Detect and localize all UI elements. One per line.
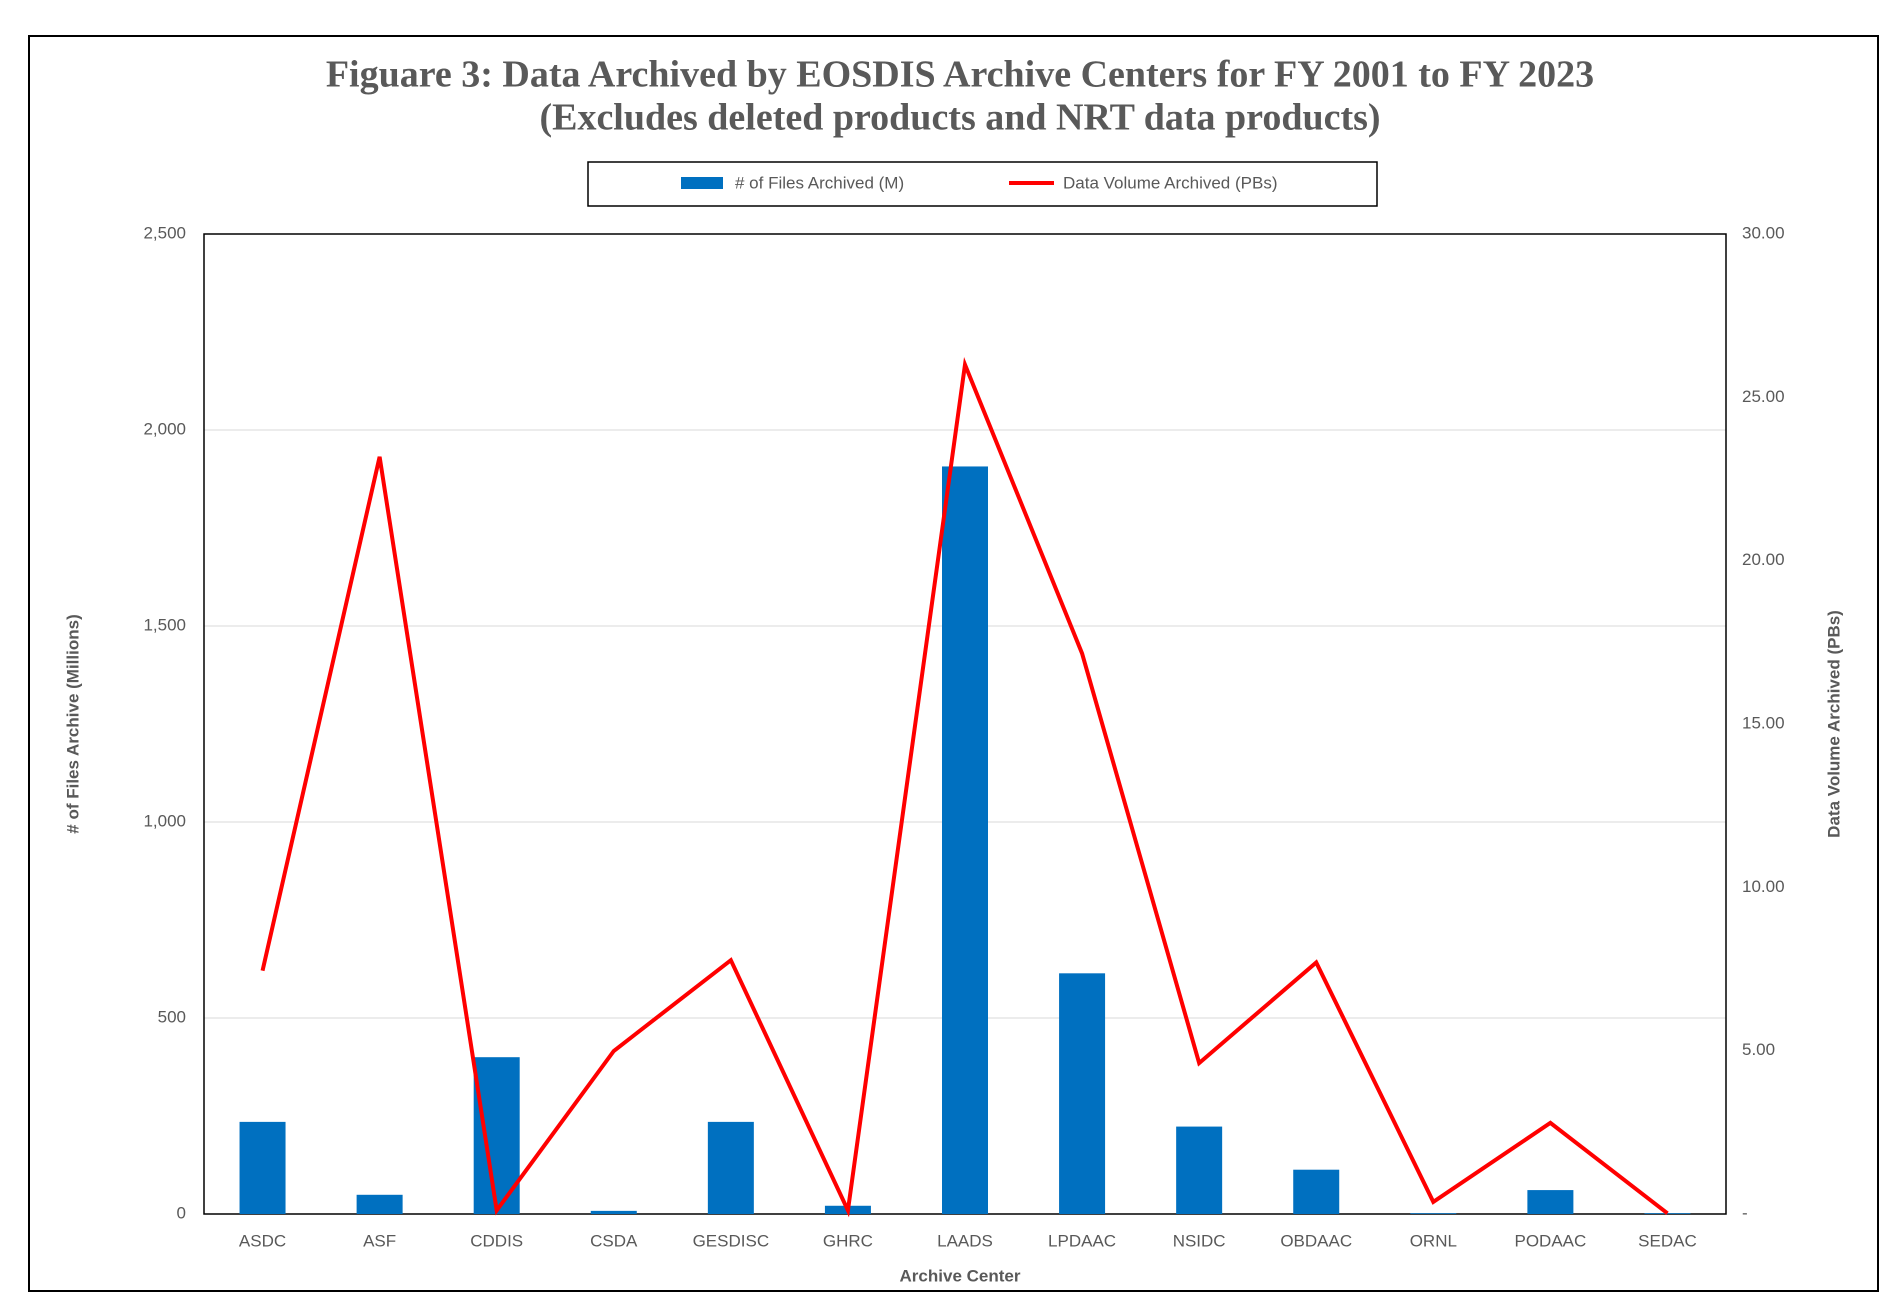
chart-title: Figuare 3: Data Archived by EOSDIS Archi… <box>326 54 1594 96</box>
y2-tick-label: 10.00 <box>1742 877 1785 896</box>
y-axis-title: # of Files Archive (Millions) <box>63 614 82 833</box>
y2-tick-label: - <box>1742 1203 1748 1222</box>
bar <box>356 1194 403 1214</box>
x-tick-label: SEDAC <box>1638 1231 1697 1250</box>
bar <box>942 466 988 1214</box>
y-tick-label: 2,000 <box>143 419 186 438</box>
x-tick-label: ORNL <box>1410 1231 1457 1250</box>
x-tick-label: CSDA <box>590 1231 638 1250</box>
x-tick-label: ASF <box>363 1231 396 1250</box>
chart-subtitle: (Excludes deleted products and NRT data … <box>539 97 1380 139</box>
y-tick-label: 0 <box>177 1203 186 1222</box>
bar <box>590 1210 637 1214</box>
y2-tick-label: 5.00 <box>1742 1040 1775 1059</box>
y2-tick-label: 15.00 <box>1742 713 1785 732</box>
legend-label: Data Volume Archived (PBs) <box>1063 173 1277 192</box>
legend-swatch <box>681 177 723 189</box>
x-tick-label: LPDAAC <box>1048 1231 1116 1250</box>
x-tick-label: ASDC <box>239 1231 286 1250</box>
y2-tick-label: 25.00 <box>1742 387 1785 406</box>
x-tick-label: CDDIS <box>470 1231 523 1250</box>
y-tick-label: 2,500 <box>143 223 186 242</box>
x-axis-title: Archive Center <box>900 1266 1021 1285</box>
line <box>260 356 1669 1218</box>
x-tick-label: NSIDC <box>1173 1231 1226 1250</box>
bar <box>707 1121 754 1214</box>
x-tick-label: PODAAC <box>1514 1231 1586 1250</box>
legend <box>587 161 1378 207</box>
bar <box>1059 973 1106 1214</box>
x-tick-label: GHRC <box>823 1231 873 1250</box>
bar <box>1644 1213 1691 1214</box>
bar <box>1410 1213 1457 1214</box>
y2-axis-title: Data Volume Archived (PBs) <box>1824 610 1843 838</box>
x-tick-label: LAADS <box>937 1231 993 1250</box>
y2-tick-label: 20.00 <box>1742 550 1785 569</box>
y2-tick-label: 30.00 <box>1742 223 1785 242</box>
bar <box>1293 1169 1340 1214</box>
y-tick-label: 1,000 <box>143 811 186 830</box>
bar <box>1176 1126 1223 1214</box>
y-tick-label: 1,500 <box>143 615 186 634</box>
bar <box>239 1121 286 1214</box>
frame <box>28 35 1879 1292</box>
legend-label: # of Files Archived (M) <box>735 173 904 192</box>
bar <box>1527 1190 1574 1214</box>
x-tick-label: GESDISC <box>693 1231 770 1250</box>
x-tick-label: OBDAAC <box>1280 1231 1352 1250</box>
y-tick-label: 500 <box>158 1007 186 1026</box>
